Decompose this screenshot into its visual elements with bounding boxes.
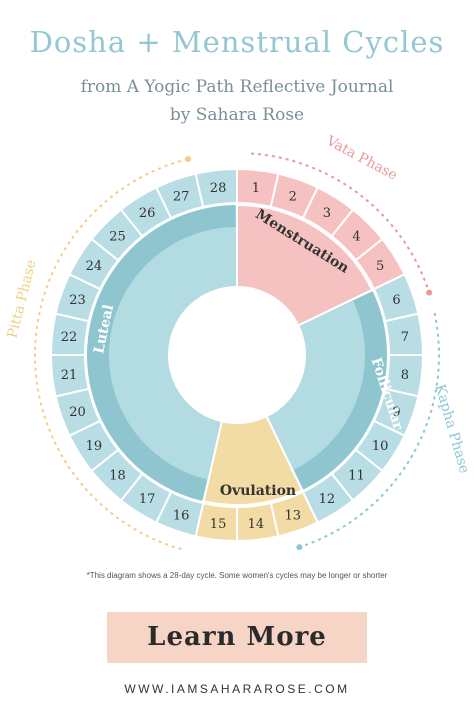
day-number: 15 (210, 517, 227, 532)
phase-band (86, 205, 236, 501)
day-number: 16 (173, 509, 190, 524)
day-number: 18 (109, 469, 126, 484)
day-number: 13 (285, 509, 302, 524)
dosha-label: Kapha Phase (431, 383, 472, 476)
day-number: 17 (139, 492, 156, 507)
day-number: 20 (69, 405, 86, 420)
learn-more-button[interactable] (107, 612, 367, 663)
day-number: 3 (323, 206, 331, 221)
phase-band (293, 291, 388, 490)
day-number: 7 (401, 330, 409, 345)
phase-label: Ovulation (220, 483, 296, 499)
day-number: 10 (372, 439, 389, 454)
day-number: 21 (61, 368, 78, 383)
center-circle (171, 289, 303, 421)
dosha-arc (251, 152, 431, 293)
title: Dosha + Menstrual Cycles (30, 25, 445, 59)
day-number: 25 (109, 229, 126, 244)
dosha-arc-end (426, 289, 433, 296)
dosha-arc-end (185, 156, 192, 163)
day-number: 24 (86, 259, 103, 274)
day-number: 11 (348, 469, 365, 484)
dosha-arc (299, 312, 440, 549)
day-number: 8 (401, 368, 409, 383)
website-url: WWW.IAMSAHARAROSE.COM (124, 682, 349, 696)
phase-sector (236, 203, 374, 327)
day-number: 14 (248, 517, 265, 532)
footnote: *This diagram shows a 28-day cycle. Some… (87, 571, 388, 580)
day-number: 27 (173, 189, 190, 204)
day-number: 5 (376, 259, 384, 274)
day-number: 22 (61, 330, 78, 345)
dosha-label: Vata Phase (323, 133, 400, 184)
day-number: 28 (210, 181, 227, 196)
day-number: 12 (319, 492, 336, 507)
day-number: 4 (352, 229, 360, 244)
day-number: 9 (392, 405, 400, 420)
cycle-wheel: 1234567891011121314151617181920212223242… (5, 133, 472, 551)
day-cell (194, 167, 238, 209)
day-number: 6 (392, 293, 400, 308)
day-number: 23 (69, 293, 86, 308)
dosha-label: Pitta Phase (5, 258, 40, 340)
day-number: 19 (86, 439, 103, 454)
dosha-arc-end (296, 544, 303, 551)
byline: by Sahara Rose (170, 105, 304, 125)
dosha-arc (34, 158, 189, 551)
day-number: 26 (139, 206, 156, 221)
day-number: 1 (252, 181, 260, 196)
button-label[interactable]: Learn More (147, 622, 327, 652)
day-number: 2 (289, 189, 297, 204)
subtitle: from A Yogic Path Reflective Journal (81, 77, 394, 97)
